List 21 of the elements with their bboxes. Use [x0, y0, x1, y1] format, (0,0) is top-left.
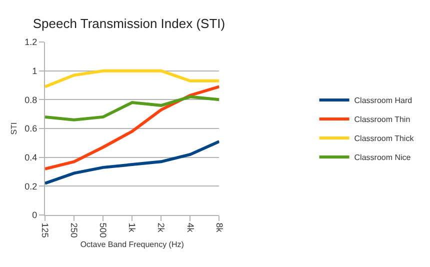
chart-title: Speech Transmission Index (STI) [32, 16, 226, 31]
x-tick-label: 500 [98, 222, 108, 238]
y-tick-label: 0.2 [24, 181, 38, 192]
x-tick-label: 250 [69, 222, 80, 238]
x-tick-label: 1k [127, 222, 138, 233]
legend-label: Classroom Thin [354, 115, 410, 124]
x-tick-label: 125 [40, 222, 50, 238]
x-tick-label: 2k [156, 222, 166, 233]
x-tick-label: 8k [214, 222, 224, 233]
y-tick-label: 0 [32, 210, 38, 220]
y-tick-label: 1.2 [24, 37, 38, 48]
y-tick-label: 0.6 [24, 124, 38, 134]
y-axis-title: STI [9, 122, 18, 135]
x-axis-title: Octave Band Frequency (Hz) [80, 240, 184, 249]
y-tick-label: 0.4 [24, 152, 38, 162]
legend-label: Classroom Thick [354, 134, 415, 144]
y-tick-label: 0.8 [24, 94, 38, 105]
legend-label: Classroom Nice [354, 153, 412, 162]
x-tick-label: 4k [185, 222, 196, 233]
y-tick-label: 1 [32, 66, 38, 76]
legend-label: Classroom Hard [354, 96, 412, 106]
